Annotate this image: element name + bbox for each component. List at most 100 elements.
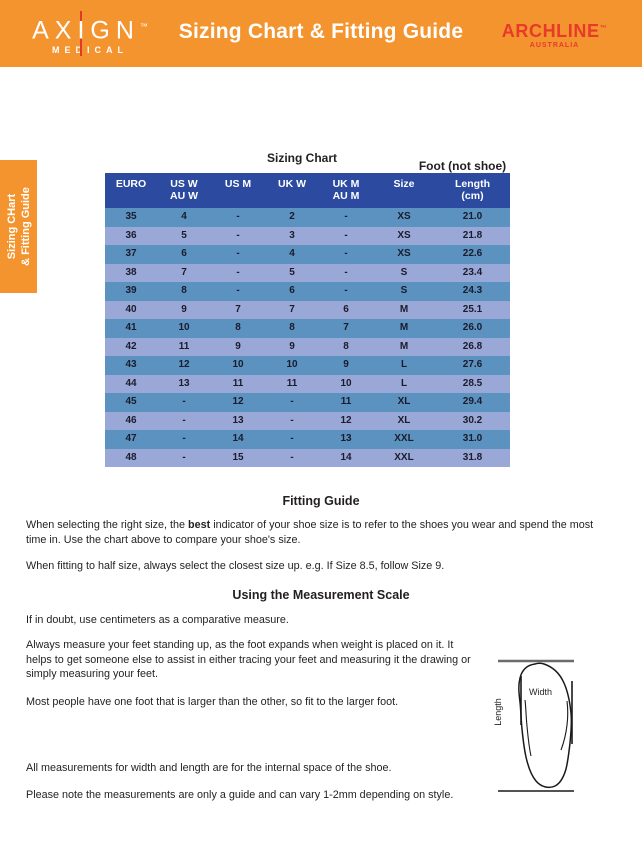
table-cell: 39 [105,282,157,301]
axign-medical-logo: AXIGN™ MEDICAL [30,11,150,56]
table-cell: 10 [211,356,265,375]
fitting-guide-paragraph-1: When selecting the right size, the best … [26,518,604,547]
table-column-header-length: Length (cm) [435,173,510,208]
fitting-guide-paragraph-2: When fitting to half size, always select… [26,560,445,572]
table-cell: 10 [157,319,211,338]
table-row: 41 10 8 8 7 M 26.0 [105,319,510,338]
table-cell: XXL [373,430,435,449]
table-cell: - [319,208,373,227]
table-cell: 6 [265,282,319,301]
table-cell: 9 [319,356,373,375]
table-cell: 12 [211,393,265,412]
table-cell: 22.6 [435,245,510,264]
column-header-main: Size [393,178,415,190]
column-header-sub: (cm) [461,190,484,202]
table-cell: - [319,226,373,245]
table-row: 46-13-12 XL 30.2 [105,411,510,430]
table-cell: 6 [157,245,211,264]
table-row: 38 7-5- S 23.4 [105,263,510,282]
table-cell: 13 [157,374,211,393]
table-column-header-euro: EURO [105,173,157,208]
table-row: 36 5-3- XS 21.8 [105,226,510,245]
table-cell: 37 [105,245,157,264]
table-column-header-size: Size [373,173,435,208]
table-body: 35 4-2- XS 21.0 36 5-3- XS 21.8 37 6-4- XS 22.6 38 7-… [105,208,510,467]
table-cell: - [211,263,265,282]
foot-arch-line [524,699,532,757]
table-cell: XL [373,393,435,412]
table-cell: - [319,245,373,264]
table-cell: 8 [265,319,319,338]
table-cell: 48 [105,448,157,467]
table-column-header-us-w: US W AU W [157,173,211,208]
column-header-main: US M [224,178,252,190]
table-cell: 11 [211,374,265,393]
table-cell: - [211,226,265,245]
table-cell: 25.1 [435,300,510,319]
table-cell: L [373,374,435,393]
table-cell: - [319,282,373,301]
table-cell: 6 [319,300,373,319]
length-label: Length [492,698,503,726]
fitting-guide-heading: Fitting Guide [282,494,360,508]
fg-p1-before: When selecting the right size, the [26,519,189,531]
table-cell: - [265,430,319,449]
table-header: EURO US W AU W US M UK W UK M AU M Size Length (c… [105,173,510,208]
table-cell: 31.0 [435,430,510,449]
table-cell: S [373,263,435,282]
width-label: Width [529,687,553,697]
table-cell: 7 [265,300,319,319]
table-cell: 15 [211,448,265,467]
table-cell: 47 [105,430,157,449]
table-cell: 42 [105,337,157,356]
table-row: 44 13 11 11 10 L 28.5 [105,374,510,393]
table-cell: 23.4 [435,263,510,282]
table-row: 39 8-6- S 24.3 [105,282,510,301]
table-cell: 21.8 [435,226,510,245]
table-cell: XS [373,245,435,264]
table-cell: - [265,411,319,430]
axign-wordmark: AXIGN™ [30,13,150,44]
side-tab-label-line2: & Fitting Guide [19,187,32,266]
table-row: 48-15-14 XXL 31.8 [105,448,510,467]
table-cell: - [157,411,211,430]
table-cell: 11 [319,393,373,412]
measurement-paragraph-2: Always measure your feet standing up, as… [26,639,471,680]
table-cell: L [373,356,435,375]
table-cell: 8 [211,319,265,338]
table-cell: - [319,263,373,282]
table-row: 35 4-2- XS 21.0 [105,208,510,227]
table-cell: 5 [265,263,319,282]
measurement-paragraph-1: If in doubt, use centimeters as a compar… [26,614,289,626]
table-column-header-uk-m: UK M AU M [319,173,373,208]
table-cell: - [265,448,319,467]
side-tab-label-line1: Sizing CHart [5,193,18,260]
table-cell: XS [373,208,435,227]
table-cell: 43 [105,356,157,375]
measurement-scale-heading: Using the Measurement Scale [232,588,410,602]
header-divider [0,64,642,67]
measurement-paragraph-4: All measurements for width and length ar… [26,762,392,774]
table-header-row: EURO US W AU W US M UK W UK M AU M Size Length (c… [105,173,510,208]
table-cell: 13 [211,411,265,430]
axign-subtitle: MEDICAL [52,45,128,56]
column-header-main: UK W [278,178,306,190]
table-cell: - [157,448,211,467]
table-cell: 4 [265,245,319,264]
page-header: AXIGN™ MEDICAL Sizing Chart & Fitting Gu… [0,0,642,64]
side-tab-sizing-chart: Sizing CHart & Fitting Guide [0,160,37,293]
table-cell: - [157,430,211,449]
table-cell: 9 [157,300,211,319]
table-cell: 7 [157,263,211,282]
table-cell: 28.5 [435,374,510,393]
table-cell: 5 [157,226,211,245]
foot-measurement-diagram: Width Length [492,645,642,840]
table-cell: 10 [265,356,319,375]
table-cell: 7 [319,319,373,338]
table-cell: - [211,208,265,227]
table-cell: 26.0 [435,319,510,338]
logo-red-bar [80,11,82,56]
column-header-main: EURO [115,178,147,190]
archline-subtitle: AUSTRALIA [529,42,580,49]
table-column-header-us-m: US M [211,173,265,208]
